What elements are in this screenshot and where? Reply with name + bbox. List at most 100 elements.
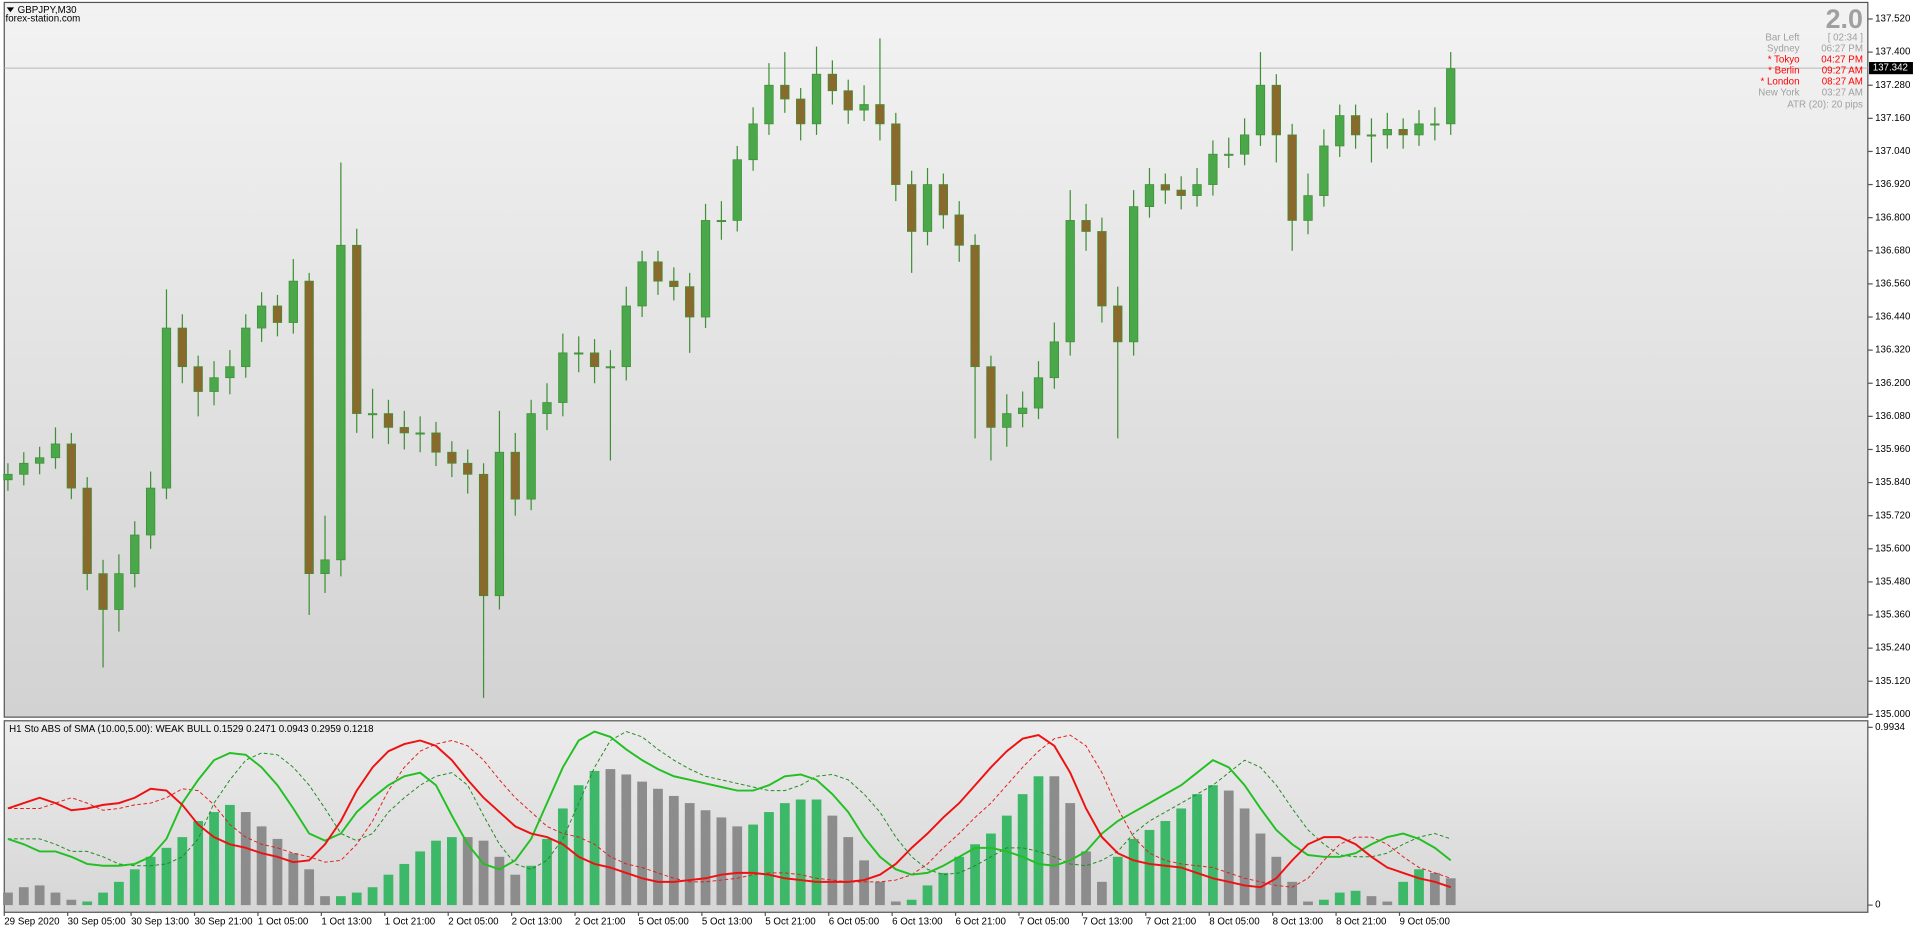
histogram-bar	[1350, 890, 1361, 906]
indicator-signal-line	[7, 730, 1451, 876]
candle-body	[1081, 220, 1091, 232]
histogram-bar	[986, 833, 996, 906]
histogram-bar	[1128, 838, 1139, 906]
candle-body	[510, 451, 520, 500]
histogram-bar	[668, 795, 679, 906]
candle-body	[748, 123, 758, 161]
histogram-bar	[336, 896, 346, 906]
histogram-bar	[938, 872, 949, 906]
indicator-line	[7, 734, 1452, 889]
info-label: Bar Left	[1765, 32, 1799, 43]
histogram-bar	[1366, 896, 1377, 906]
y-tick-label: 136.680	[1875, 245, 1911, 256]
histogram-bar	[716, 817, 727, 906]
histogram-bar	[272, 838, 283, 906]
candle-body	[1255, 84, 1266, 136]
candle-body	[447, 451, 457, 464]
histogram-bar	[446, 837, 457, 906]
y-tick-label: 0.9934	[1875, 722, 1905, 733]
candle-body	[1049, 341, 1059, 379]
candle-body	[130, 534, 140, 575]
histogram-bar	[1144, 829, 1155, 906]
candle-body	[764, 84, 774, 125]
histogram-bar	[114, 881, 124, 906]
candle-body	[66, 443, 76, 489]
histogram-bar	[1223, 790, 1234, 906]
candle-body	[875, 104, 885, 125]
y-tick-label: 137.160	[1875, 113, 1911, 124]
y-tick-label: 136.920	[1875, 179, 1911, 190]
histogram-bar	[240, 812, 251, 906]
histogram-bar	[1271, 856, 1282, 906]
candle-body	[1366, 134, 1377, 137]
histogram-bar	[1112, 856, 1123, 906]
candle-body	[811, 73, 822, 125]
y-tick-label: 136.320	[1875, 345, 1911, 356]
candle-body	[209, 377, 219, 392]
histogram-bar	[1017, 794, 1028, 906]
y-tick-label: 135.000	[1875, 709, 1911, 720]
x-tick-label: 8 Oct 13:00	[1273, 917, 1324, 928]
candle-body	[1128, 206, 1139, 343]
candle-body	[35, 457, 45, 464]
info-big-value: 2.0	[1826, 4, 1863, 34]
histogram-bar	[161, 847, 172, 906]
histogram-bar	[367, 887, 378, 906]
candle-body	[637, 261, 647, 307]
candle-body	[399, 427, 409, 434]
y-tick-label: 137.280	[1875, 80, 1911, 91]
candle-body	[1113, 305, 1123, 343]
candle-body	[1208, 153, 1218, 185]
histogram-bar	[653, 788, 663, 906]
candle-body	[621, 305, 631, 368]
histogram-bar	[82, 901, 93, 906]
histogram-bar	[510, 874, 521, 906]
candle-body	[177, 327, 187, 368]
candle-body	[1097, 231, 1107, 307]
info-footer: ATR (20): 20 pips	[1787, 99, 1863, 110]
candle-body	[1002, 413, 1012, 428]
candle-body	[526, 413, 536, 500]
histogram-bar	[875, 881, 885, 906]
x-tick-label: 30 Sep 21:00	[195, 917, 254, 928]
candle-body	[98, 573, 108, 610]
y-tick-label: 135.960	[1875, 444, 1911, 455]
histogram-bar	[684, 803, 695, 906]
histogram-bar	[700, 810, 711, 906]
candle-body	[352, 244, 362, 414]
histogram-bar	[890, 901, 901, 906]
x-tick-label: 5 Oct 05:00	[638, 917, 689, 928]
candle-body	[954, 214, 964, 246]
candle-body	[1350, 115, 1361, 136]
candle-body	[605, 366, 616, 369]
x-tick-label: 2 Oct 05:00	[448, 917, 499, 928]
histogram-bar	[1033, 776, 1044, 906]
watermark: forex-station.com	[5, 13, 80, 24]
candle-body	[82, 487, 92, 575]
candle-body	[3, 473, 13, 481]
candle-body	[1303, 195, 1313, 221]
candle-body	[922, 184, 933, 232]
histogram-bar	[1081, 851, 1091, 906]
candle-body	[700, 220, 711, 318]
histogram-bar	[383, 874, 394, 906]
histogram-bar	[621, 774, 632, 906]
candle-body	[796, 98, 806, 125]
y-tick-label: 137.520	[1875, 14, 1911, 25]
info-value: 09:27 AM	[1822, 65, 1863, 76]
x-tick-label: 7 Oct 21:00	[1146, 917, 1197, 928]
candle-body	[1065, 220, 1075, 343]
x-tick-label: 8 Oct 21:00	[1336, 917, 1387, 928]
info-value: 04:27 PM	[1821, 54, 1863, 65]
y-tick-label: 136.800	[1875, 212, 1911, 223]
x-tick-label: 30 Sep 05:00	[68, 917, 127, 928]
info-value: 08:27 AM	[1822, 76, 1863, 87]
histogram-bar	[1414, 869, 1424, 906]
histogram-bar	[526, 865, 537, 906]
histogram-bar	[732, 826, 743, 906]
histogram-bar	[605, 769, 616, 906]
histogram-bar	[1303, 901, 1313, 906]
histogram-bar	[1176, 808, 1187, 906]
info-label: * Tokyo	[1768, 54, 1800, 65]
candle-body	[304, 280, 314, 575]
